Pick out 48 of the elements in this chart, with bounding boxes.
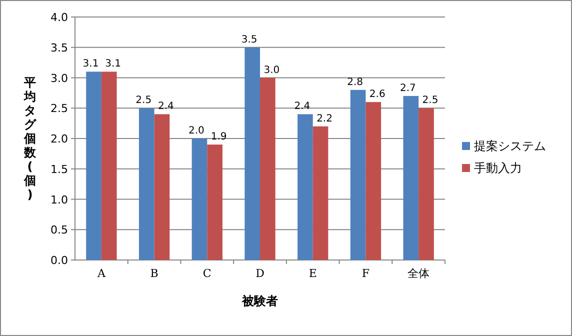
x-tick-label: 全体 — [408, 267, 430, 280]
bar — [298, 114, 313, 260]
bar — [138, 108, 154, 260]
x-tick-label: A — [96, 267, 106, 280]
y-tick-label: 2.5 — [50, 102, 68, 116]
bar — [312, 126, 328, 260]
text: 平均タグ個数(個) — [24, 76, 36, 202]
y-tick-label: 3.0 — [50, 72, 68, 85]
x-tick-label: D — [256, 267, 265, 280]
bar — [260, 78, 276, 260]
y-tick-label: 1.5 — [50, 162, 68, 176]
data-label: 2.2 — [316, 113, 332, 124]
bar — [207, 144, 222, 260]
y-tick-label: 4.0 — [50, 11, 68, 24]
bar — [418, 108, 434, 260]
y-tick-label: 1.0 — [50, 193, 68, 206]
legend-label: 手動入力 — [474, 161, 522, 175]
y-tick-label: 0.5 — [50, 224, 68, 237]
bar — [244, 47, 260, 260]
data-label: 2.8 — [347, 76, 364, 88]
y-tick-label: 2.0 — [50, 132, 68, 146]
data-label: 2.4 — [294, 101, 310, 112]
bar — [154, 114, 170, 260]
data-label: 3.1 — [105, 58, 122, 70]
bar — [403, 96, 419, 260]
bar — [86, 72, 102, 260]
bar — [350, 90, 366, 260]
data-label: 2.0 — [188, 126, 204, 136]
data-label: 2.5 — [136, 95, 152, 106]
x-tick-label: E — [308, 267, 317, 280]
data-label: 2.4 — [158, 101, 174, 112]
y-tick-label: 0.0 — [50, 254, 68, 267]
bar — [366, 102, 382, 260]
data-label: 1.9 — [210, 132, 227, 143]
bar — [101, 72, 117, 260]
data-label: 3.1 — [82, 58, 99, 70]
bar — [192, 138, 208, 260]
data-label: 3.0 — [264, 64, 280, 76]
data-label: 2.6 — [369, 89, 386, 100]
data-label: 3.5 — [241, 34, 258, 46]
legend-label: 提案システム — [474, 139, 546, 153]
data-label: 2.5 — [422, 95, 438, 106]
x-tick-label: F — [362, 267, 370, 280]
data-label: 2.7 — [400, 82, 416, 94]
x-axis-title: 被験者 — [241, 294, 278, 308]
x-tick-label: C — [202, 267, 212, 280]
x-tick-label: B — [150, 267, 158, 280]
y-tick-label: 3.5 — [50, 41, 68, 54]
